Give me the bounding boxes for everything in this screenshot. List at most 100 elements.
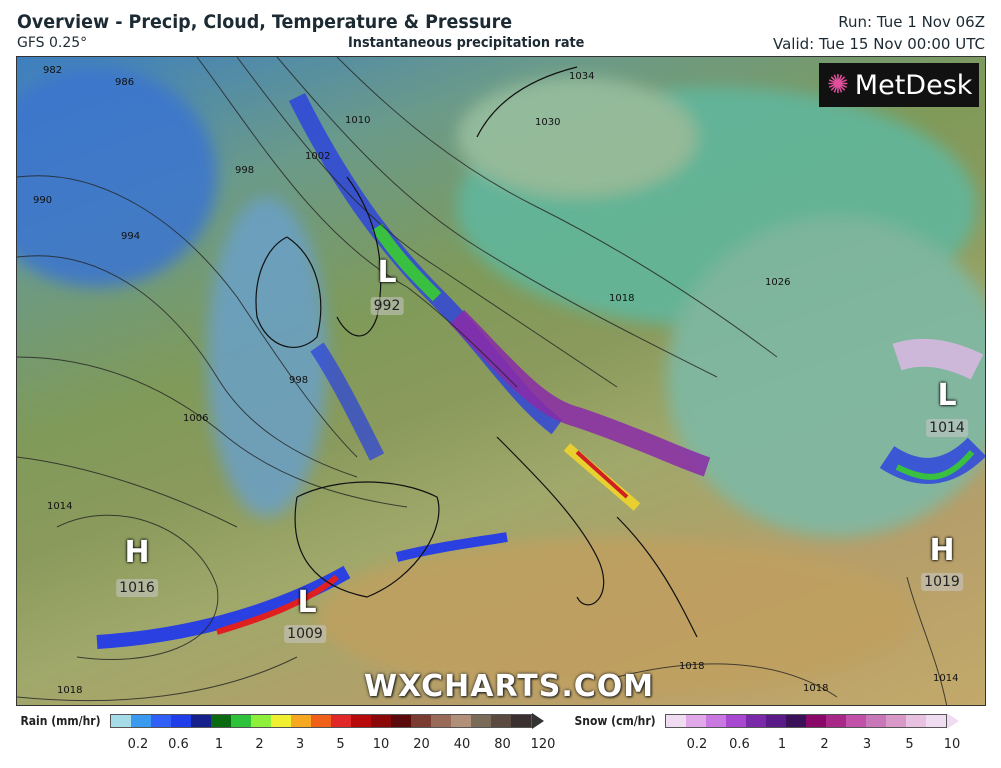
color-swatch	[926, 715, 947, 727]
color-swatch	[471, 715, 491, 727]
rain-tick-label: 40	[453, 737, 471, 752]
color-swatch	[271, 715, 291, 727]
rain-tick-label: 2	[255, 737, 264, 752]
snow-colorbar	[665, 714, 948, 728]
isobar-label: 982	[43, 65, 63, 76]
isobar-label: 1034	[569, 71, 595, 82]
color-swatch	[726, 715, 747, 727]
pressure-value: 1016	[116, 579, 158, 597]
arrow-right-icon	[947, 713, 960, 729]
isobar-label: 1018	[803, 683, 829, 694]
airmass-scandinavia	[457, 77, 697, 197]
pressure-value: 1009	[284, 625, 326, 643]
color-swatch	[826, 715, 847, 727]
color-swatch	[151, 715, 171, 727]
subtitle: Instantaneous precipitation rate	[348, 35, 585, 51]
rain-atlantic	[17, 67, 217, 287]
rain-tick-label: 5	[336, 737, 345, 752]
arrow-right-icon	[532, 713, 544, 729]
color-swatch	[411, 715, 431, 727]
cloud-band	[207, 197, 327, 517]
color-swatch	[191, 715, 211, 727]
color-swatch	[666, 715, 687, 727]
rain-tick-label: 10	[372, 737, 390, 752]
color-swatch	[291, 715, 311, 727]
color-swatch	[866, 715, 887, 727]
starburst-icon: ✺	[827, 70, 849, 100]
watermark: WXCHARTS.COM	[364, 669, 655, 704]
snow-tick-label: 0.2	[686, 737, 708, 752]
color-swatch	[686, 715, 707, 727]
rain-tick-label: 3	[295, 737, 305, 752]
color-swatch	[906, 715, 927, 727]
run-time: Run: Tue 1 Nov 06Z	[838, 13, 985, 31]
chart-title: Overview - Precip, Cloud, Temperature & …	[17, 11, 513, 33]
color-swatch	[491, 715, 511, 727]
map-graphics	[17, 57, 985, 705]
high-pressure-marker: H	[124, 535, 150, 570]
weather-map: 982 986 990 994 998 1002 1010 1030 1034 …	[16, 56, 986, 706]
isobar-label: 986	[115, 77, 135, 88]
isobar-label: 1006	[183, 413, 209, 424]
high-pressure-marker: H	[929, 533, 955, 568]
logo-text: MetDesk	[854, 69, 973, 101]
isobar-label: 1010	[345, 115, 371, 126]
color-swatch	[886, 715, 907, 727]
color-swatch	[171, 715, 191, 727]
color-swatch	[251, 715, 271, 727]
snow-legend: Snow (cm/hr)	[570, 713, 960, 729]
color-swatch	[746, 715, 767, 727]
color-swatch	[231, 715, 251, 727]
color-swatch	[351, 715, 371, 727]
color-swatch	[211, 715, 231, 727]
rain-tick-label: 0.2	[127, 737, 149, 752]
isobar-label: 1018	[609, 293, 635, 304]
color-swatch	[131, 715, 151, 727]
color-swatch	[786, 715, 807, 727]
rain-tick-label: 0.6	[168, 737, 189, 752]
rain-tick-label: 1	[214, 737, 224, 752]
isobar-label: 994	[121, 231, 141, 242]
low-pressure-marker: L	[377, 255, 397, 290]
color-swatch	[451, 715, 471, 727]
pressure-value: 1014	[926, 419, 968, 437]
isobars	[17, 57, 948, 705]
rain-tick-label: 120	[530, 737, 556, 752]
metdesk-logo: ✺ MetDesk	[819, 63, 979, 107]
color-swatch	[846, 715, 867, 727]
precip-bands	[96, 92, 985, 649]
isobar-label: 1030	[535, 117, 561, 128]
snow-tick-label: 0.6	[729, 737, 750, 752]
color-swatch	[371, 715, 391, 727]
model-label: GFS 0.25°	[17, 35, 88, 51]
rain-colorbar	[110, 714, 532, 728]
snow-tick-label: 2	[820, 737, 829, 752]
color-swatch	[766, 715, 787, 727]
isobar-label: 1002	[305, 151, 331, 162]
isobar-label: 990	[33, 195, 53, 206]
isobar-label: 1014	[47, 501, 73, 512]
valid-time: Valid: Tue 15 Nov 00:00 UTC	[773, 35, 985, 53]
color-swatch	[511, 715, 531, 727]
snow-legend-label: Snow (cm/hr)	[574, 714, 656, 728]
color-swatch	[706, 715, 727, 727]
pressure-value: 992	[370, 297, 404, 315]
isobar-label: 998	[235, 165, 255, 176]
color-swatch	[431, 715, 451, 727]
snow-tick-label: 3	[862, 737, 872, 752]
color-swatch	[311, 715, 331, 727]
color-swatch	[111, 715, 131, 727]
color-swatch	[331, 715, 351, 727]
rain-legend-label: Rain (mm/hr)	[20, 714, 101, 728]
color-swatch	[391, 715, 411, 727]
rain-tick-label: 80	[494, 737, 511, 752]
rain-legend: Rain (mm/hr)	[16, 713, 544, 729]
snow-tick-label: 5	[905, 737, 914, 752]
low-pressure-marker: L	[297, 585, 317, 620]
isobar-label: 998	[289, 375, 309, 386]
snow-tick-label: 10	[943, 737, 961, 752]
isobar-label: 1014	[933, 673, 959, 684]
snow-tick-label: 1	[777, 737, 787, 752]
isobar-label: 1026	[765, 277, 791, 288]
isobar-label: 1018	[57, 685, 83, 696]
